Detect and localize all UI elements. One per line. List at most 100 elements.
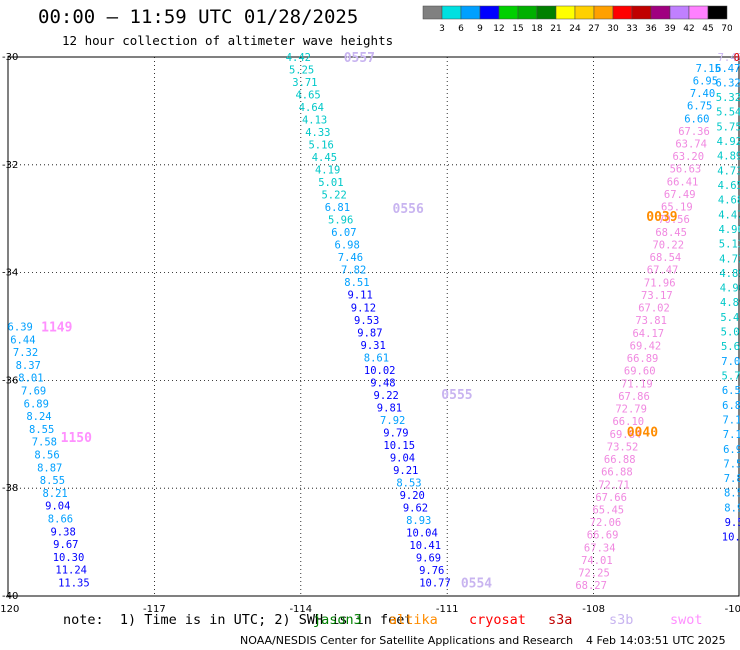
wave-height-value: 9.20 <box>400 490 425 502</box>
wave-height-value: 71.19 <box>621 378 653 390</box>
wave-height-value: 5.40 <box>720 312 740 324</box>
wave-height-value: 9.62 <box>403 502 428 514</box>
wave-height-value: 66.88 <box>601 467 633 479</box>
wave-height-value: 7.50 <box>723 458 740 470</box>
wave-height-value: 4.89 <box>719 268 740 280</box>
wave-height-value: 10.00 <box>722 532 740 544</box>
wave-height-value: 6.60 <box>684 113 709 125</box>
colorbar-label: 6 <box>458 24 464 33</box>
colorbar-label: 45 <box>702 24 713 33</box>
lon-tick-label: -114 <box>289 604 312 615</box>
lon-tick-label: -111 <box>436 604 459 615</box>
legend-item-altika: altika <box>389 612 438 628</box>
colorbar-label: 21 <box>550 24 561 33</box>
footer-note: note: 1) Time is in UTC; 2) SWH is in fe… <box>63 612 413 628</box>
wave-height-value: 7.82 <box>341 265 366 277</box>
wave-height-value: 6.07 <box>331 227 356 239</box>
wave-height-value: 71.96 <box>644 277 676 289</box>
wave-height-value: 4.73 <box>717 165 740 177</box>
wave-height-value: 7.92 <box>380 415 405 427</box>
wave-height-value: 67.34 <box>584 542 616 554</box>
wave-height-value: 00 <box>734 52 740 64</box>
wave-height-value: 4.64 <box>299 102 324 114</box>
wave-height-value: 8.55 <box>40 475 65 487</box>
wave-height-value: 6.95 <box>693 75 718 87</box>
legend-item-s3b: s3b <box>609 612 634 628</box>
wave-height-value: 9.12 <box>351 302 376 314</box>
colorbar-label: 33 <box>626 24 637 33</box>
wave-height-value: 66.89 <box>627 353 659 365</box>
pass-id-label: 0557 <box>344 51 375 66</box>
wave-height-value: 8.93 <box>406 515 431 527</box>
wave-height-value: 8.50 <box>724 488 740 500</box>
colorbar-label: 15 <box>512 24 523 33</box>
colorbar-label: 3 <box>439 24 445 33</box>
wave-height-value: 68.45 <box>655 227 687 239</box>
wave-height-value: 9.87 <box>357 327 382 339</box>
colorbar-label: 9 <box>477 24 483 33</box>
wave-height-value: 7.02 <box>721 356 740 368</box>
lat-tick-label: -36 <box>2 375 18 386</box>
pass-id-label: 0040 <box>627 426 658 441</box>
wave-height-value: 8.55 <box>29 424 54 436</box>
wave-height-value: 8.61 <box>364 352 389 364</box>
wave-height-value: 9.53 <box>354 315 379 327</box>
wave-height-value: 63.20 <box>672 151 704 163</box>
wave-height-value: 4.47 <box>718 209 740 221</box>
wave-height-value: 6.98 <box>335 240 360 252</box>
wave-height-value: 11.24 <box>55 565 87 577</box>
wave-height-value: 6.89 <box>24 398 49 410</box>
wave-height-value: 8.37 <box>16 360 41 372</box>
wave-height-value: 73.81 <box>635 315 667 327</box>
wave-height-value: 8.56 <box>34 450 59 462</box>
wave-height-value: 66.69 <box>587 530 619 542</box>
wave-height-value: 9.21 <box>393 465 418 477</box>
wave-height-value: 4.92 <box>717 136 740 148</box>
legend-item-cryosat: cryosat <box>469 612 526 628</box>
legend-item-s3a: s3a <box>548 612 573 628</box>
wave-height-value: 69.42 <box>630 340 662 352</box>
wave-height-value: 6.47 <box>715 63 740 75</box>
colorbar-label: 30 <box>607 24 619 33</box>
legend-item-jason3: jason3 <box>313 612 362 628</box>
wave-height-value: 3.71 <box>292 77 317 89</box>
wave-height-value: 5.32 <box>716 92 740 104</box>
lat-tick-label: -30 <box>2 52 18 63</box>
wave-height-value: 8.51 <box>344 277 369 289</box>
wave-height-value: 7.10 <box>722 414 740 426</box>
pass-id-label: 0555 <box>441 388 472 403</box>
wave-height-value: 9.69 <box>416 553 441 565</box>
lat-tick-label: -34 <box>2 268 18 279</box>
wave-height-value: 4.68 <box>718 195 740 207</box>
wave-height-value: 69.84 <box>610 429 642 441</box>
wave-height-value: 4.90 <box>719 224 740 236</box>
pass-id-label: 0554 <box>461 577 492 592</box>
map-subtitle: 12 hour collection of altimeter wave hei… <box>62 33 394 48</box>
wave-height-value: 8.66 <box>48 514 73 526</box>
wave-height-value: 9.81 <box>377 402 402 414</box>
wave-height-value: 10.30 <box>53 552 85 564</box>
wave-height-value: 6.75 <box>687 101 712 113</box>
wave-height-value: 4.89 <box>717 151 740 163</box>
wave-height-value: 7.46 <box>338 252 363 264</box>
wave-height-value: 6.32 <box>715 77 740 89</box>
colorbar-label: 12 <box>493 24 504 33</box>
wave-height-value: 56.63 <box>670 164 702 176</box>
wave-height-value: 9.48 <box>370 377 395 389</box>
wave-height-value: 72.06 <box>590 517 622 529</box>
wave-height-value: 6.84 <box>722 400 740 412</box>
wave-height-value: 5.22 <box>321 190 346 202</box>
wave-height-value: 68.27 <box>575 580 607 592</box>
wave-height-value: 70.22 <box>652 239 684 251</box>
wave-height-value: 7.10 <box>723 429 740 441</box>
wave-height-value: 67.36 <box>678 126 710 138</box>
wave-height-value: 66.10 <box>612 416 644 428</box>
wave-height-value: 4.42 <box>286 52 311 64</box>
wave-height-value: 72.25 <box>578 568 610 580</box>
wave-height-value: 67.86 <box>618 391 650 403</box>
wave-height-value: 5.16 <box>308 140 333 152</box>
wave-height-value: 9.31 <box>361 340 386 352</box>
lat-tick-label: -40 <box>2 591 18 602</box>
wave-height-value: 66.41 <box>667 176 699 188</box>
pass-id-label: 0039 <box>646 210 677 225</box>
